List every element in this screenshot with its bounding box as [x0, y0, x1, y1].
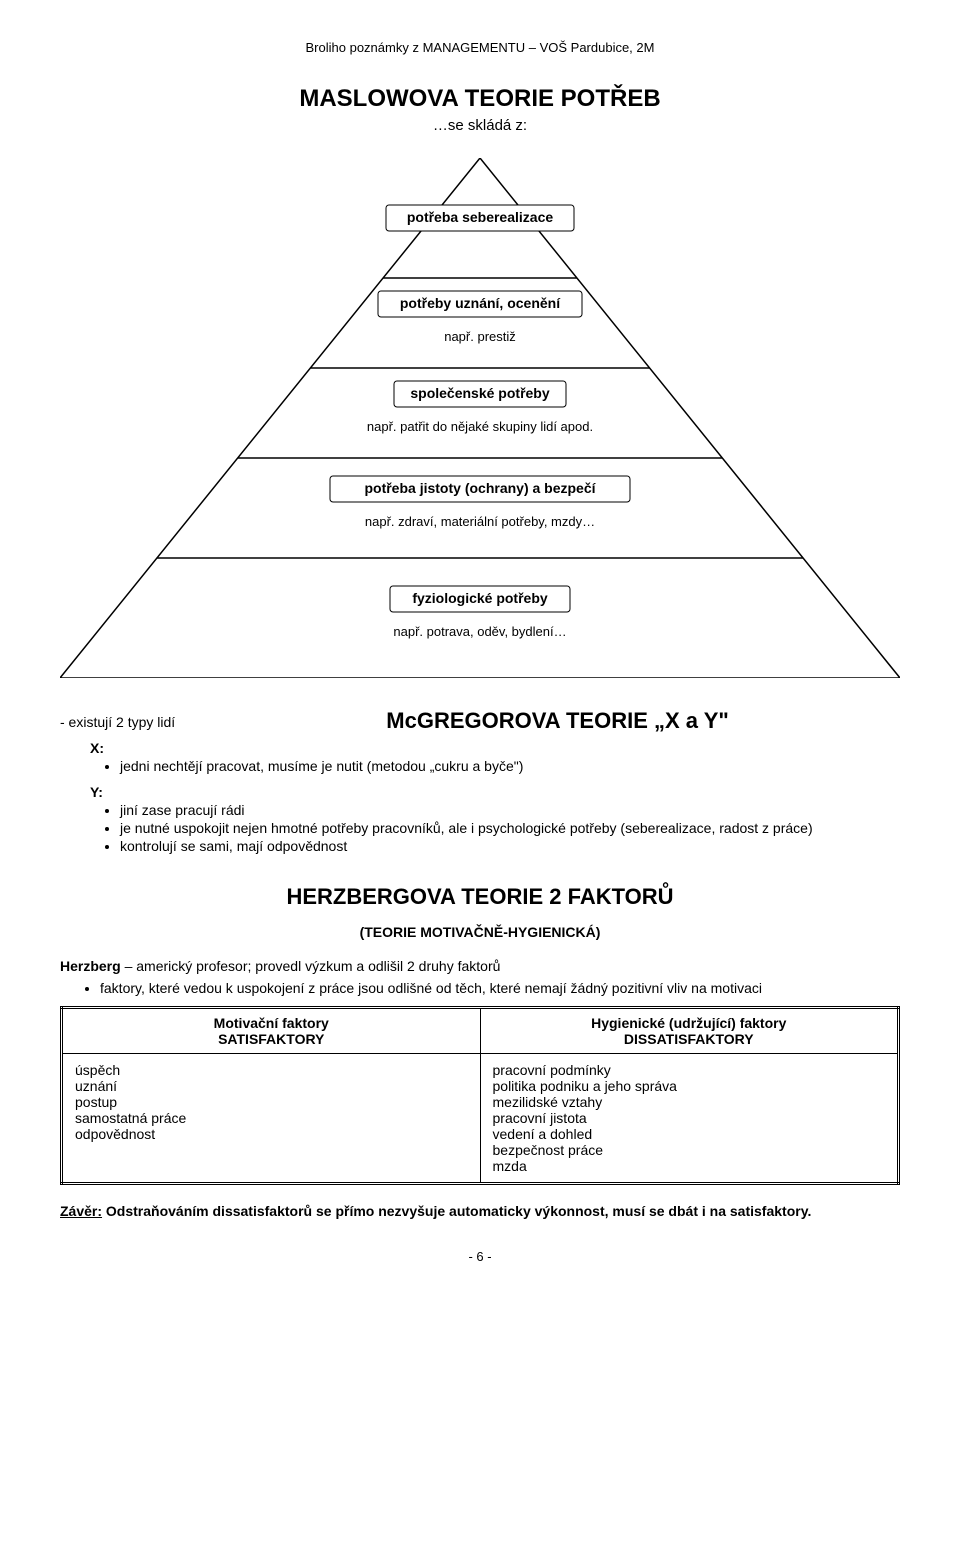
herzberg-intro-rest: – americký profesor; provedl výzkum a od… [121, 958, 501, 974]
mcgregor-intro: - existují 2 typy lidí [60, 714, 175, 730]
bullet-item: je nutné uspokojit nejen hmotné potřeby … [120, 820, 900, 836]
th-left-l2: SATISFAKTORY [218, 1031, 324, 1047]
page-number: - 6 - [60, 1249, 900, 1264]
pyramid-level: společenské potřeby např. patřit do nějak… [60, 368, 900, 458]
factor-item: mzda [493, 1158, 886, 1174]
factor-item: bezpečnost práce [493, 1142, 886, 1158]
conclusion-label: Závěr: [60, 1203, 102, 1219]
bullet-item: jiní zase pracují rádi [120, 802, 900, 818]
y-bullets: jiní zase pracují rádi je nutné uspokojit… [120, 802, 900, 854]
factor-item: vedení a dohled [493, 1126, 886, 1142]
pyramid-level-title: potřeba jistoty (ochrany) a bezpečí [60, 480, 900, 496]
herzberg-intro-bold: Herzberg [60, 958, 121, 974]
th-right-l2: DISSATISFAKTORY [624, 1031, 754, 1047]
pyramid-level-example: např. zdraví, materiální potřeby, mzdy… [60, 514, 900, 529]
th-right-l1: Hygienické (udržující) faktory [591, 1015, 786, 1031]
herzberg-table: Motivační faktory SATISFAKTORY Hygienick… [60, 1006, 900, 1185]
td-left: úspěchuznánípostupsamostatná práceodpově… [62, 1054, 481, 1184]
pyramid-level: potřeba seberealizace [60, 158, 900, 278]
pyramid-level-example: např. potrava, oděv, bydlení… [60, 624, 900, 639]
th-left-l1: Motivační faktory [214, 1015, 329, 1031]
factor-item: politika podniku a jeho správa [493, 1078, 886, 1094]
herzberg-intro-bullets: faktory, které vedou k uspokojení z prác… [100, 980, 900, 996]
pyramid-level-title: potřeby uznání, ocenění [60, 295, 900, 311]
maslow-title: MASLOWOVA TEORIE POTŘEB [60, 85, 900, 113]
bullet-item: jedni nechtějí pracovat, musíme je nutit… [120, 758, 900, 774]
maslow-subtitle: …se skládá z: [60, 117, 900, 134]
factor-item: postup [75, 1094, 468, 1110]
td-right: pracovní podmínkypolitika podniku a jeho… [480, 1054, 899, 1184]
maslow-pyramid: potřeba seberealizace potřeby uznání, oce… [60, 158, 900, 678]
pyramid-level-title: potřeba seberealizace [60, 209, 900, 225]
x-label: X: [90, 740, 900, 756]
x-bullets: jedni nechtějí pracovat, musíme je nutit… [120, 758, 900, 774]
y-label: Y: [90, 784, 900, 800]
mcgregor-title: McGREGOROVA TEORIE „X a Y" [215, 708, 900, 734]
mcgregor-section: - existují 2 typy lidí McGREGOROVA TEORI… [60, 708, 900, 854]
pyramid-level: fyziologické potřeby např. potrava, oděv,… [60, 558, 900, 678]
th-right: Hygienické (udržující) faktory DISSATISF… [480, 1008, 899, 1054]
bullet-item: faktory, které vedou k uspokojení z prác… [100, 980, 900, 996]
factor-item: mezilidské vztahy [493, 1094, 886, 1110]
factor-item: pracovní podmínky [493, 1062, 886, 1078]
pyramid-level-example: např. patřit do nějaké skupiny lidí apod… [60, 419, 900, 434]
conclusion-text: Odstraňováním dissatisfaktorů se přímo n… [102, 1203, 811, 1219]
factor-item: uznání [75, 1078, 468, 1094]
pyramid-level: potřeby uznání, ocenění např. prestiž [60, 278, 900, 368]
pyramid-level-title: fyziologické potřeby [60, 590, 900, 606]
factor-item: pracovní jistota [493, 1110, 886, 1126]
pyramid-level-example: např. prestiž [60, 329, 900, 344]
herzberg-intro: Herzberg – americký profesor; provedl vý… [60, 958, 900, 974]
bullet-item: kontrolují se sami, mají odpovědnost [120, 838, 900, 854]
th-left: Motivační faktory SATISFAKTORY [62, 1008, 481, 1054]
herzberg-conclusion: Závěr: Odstraňováním dissatisfaktorů se … [60, 1203, 900, 1219]
herzberg-subtitle: (TEORIE MOTIVAČNĚ-HYGIENICKÁ) [60, 924, 900, 940]
factor-item: odpovědnost [75, 1126, 468, 1142]
herzberg-title: HERZBERGOVA TEORIE 2 FAKTORŮ [60, 884, 900, 910]
pyramid-levels: potřeba seberealizace potřeby uznání, oce… [60, 158, 900, 678]
factor-item: úspěch [75, 1062, 468, 1078]
page-header: Broliho poznámky z MANAGEMENTU – VOŠ Par… [60, 40, 900, 55]
pyramid-level: potřeba jistoty (ochrany) a bezpečí např.… [60, 458, 900, 558]
factor-item: samostatná práce [75, 1110, 468, 1126]
pyramid-level-title: společenské potřeby [60, 385, 900, 401]
